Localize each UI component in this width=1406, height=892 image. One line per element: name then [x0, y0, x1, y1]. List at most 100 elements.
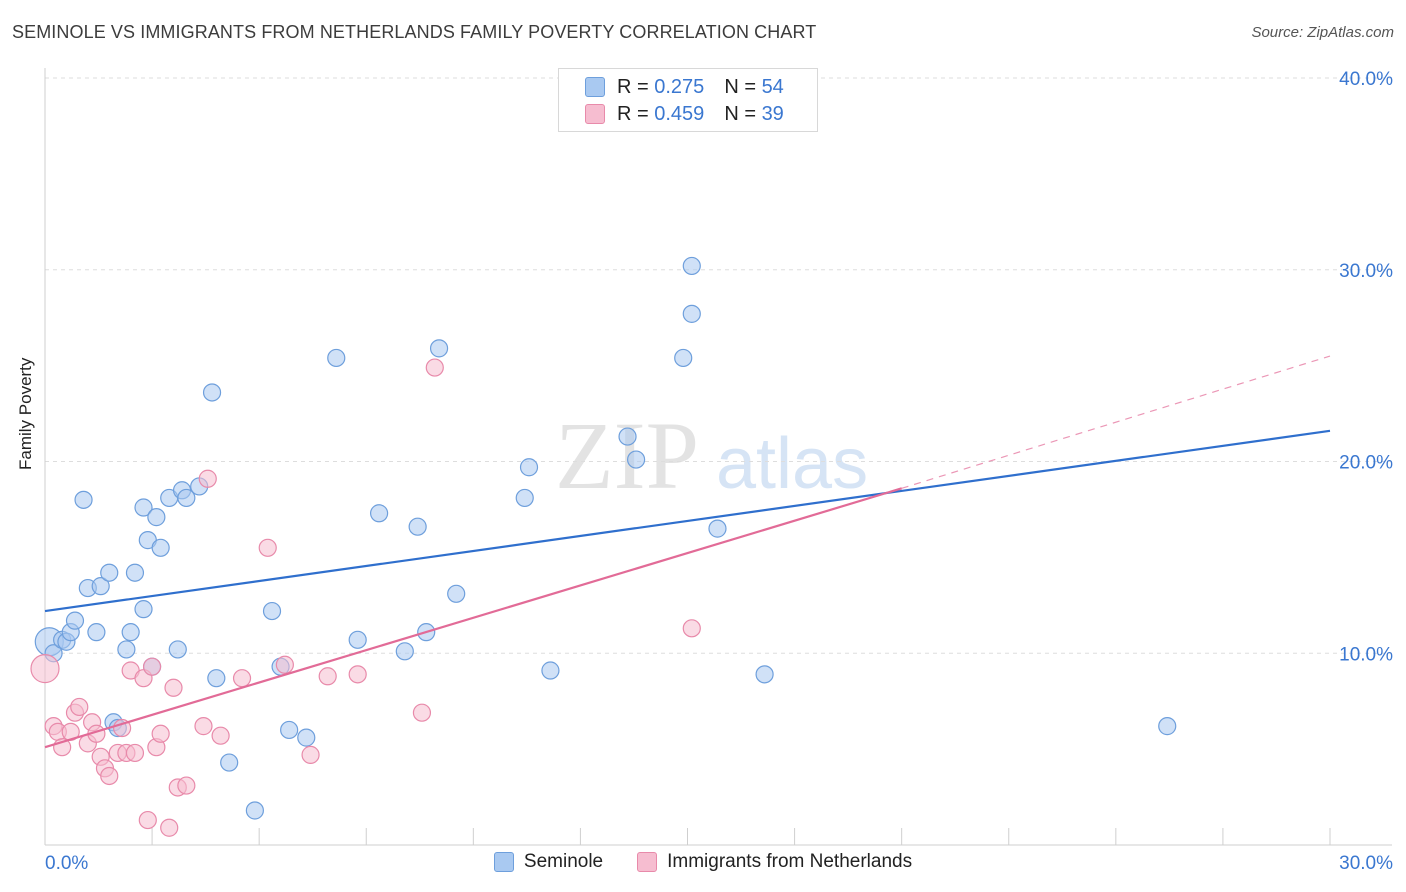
seminole-point — [280, 720, 299, 740]
seminole-point — [134, 498, 153, 517]
seminole-point — [177, 488, 196, 508]
seminole-point — [91, 577, 110, 596]
legend-row-seminole: R = 0.275 N = 54 — [585, 75, 784, 99]
netherlands-point — [125, 743, 145, 763]
seminole-point — [682, 256, 701, 276]
tick-labels: 10.0% 20.0% 30.0% 40.0% 0.0% 30.0% — [45, 69, 1393, 874]
netherlands-point — [160, 818, 179, 837]
source-label: Source: ZipAtlas.com — [1251, 24, 1394, 41]
watermark-atlas: atlas — [716, 424, 868, 504]
netherlands-point — [198, 469, 217, 488]
seminole-point — [262, 601, 282, 621]
stats-legend: R = 0.275 N = 54 R = 0.459 N = 39 — [558, 68, 818, 132]
seminole-point — [117, 640, 136, 659]
seminole-point — [519, 458, 539, 477]
seminole-point — [125, 563, 145, 582]
seminole-point — [220, 753, 239, 772]
r-label: R = — [617, 102, 649, 125]
legend-label-netherlands: Immigrants from Netherlands — [667, 851, 913, 872]
seminole-point — [74, 490, 93, 509]
netherlands-point — [275, 655, 294, 674]
netherlands-point — [112, 718, 132, 738]
seminole-trend-line — [44, 429, 1331, 613]
netherlands-point — [425, 358, 444, 377]
watermark: ZIP atlas — [555, 402, 868, 509]
r-label: R = — [617, 75, 649, 98]
netherlands-point — [138, 810, 157, 830]
seminole-point — [134, 600, 153, 619]
netherlands-point — [70, 697, 89, 717]
seminole-point — [87, 623, 106, 642]
netherlands-point — [100, 766, 119, 786]
seminole-point — [429, 339, 449, 358]
seminole-point — [708, 519, 727, 538]
seminole-point — [348, 630, 367, 649]
legend-label-seminole: Seminole — [523, 851, 604, 872]
data-points — [30, 256, 1177, 837]
seminole-point — [207, 669, 226, 688]
x-tick-label: 30.0% — [1339, 853, 1393, 874]
netherlands-point — [682, 619, 701, 638]
seminole-point — [202, 383, 222, 402]
seminole-point — [121, 623, 140, 642]
seminole-point — [618, 427, 637, 446]
legend-row-netherlands: R = 0.459 N = 39 — [585, 102, 784, 126]
legend-item-netherlands[interactable]: Immigrants from Netherlands — [637, 851, 912, 873]
netherlands-point — [301, 745, 320, 764]
seminole-point — [370, 504, 389, 523]
seminole-point — [515, 488, 534, 508]
trend-lines — [44, 355, 1331, 749]
y-tick-label: 20.0% — [1339, 453, 1393, 474]
seminole-point — [674, 348, 693, 368]
grid-lines — [45, 77, 1392, 654]
r-value-netherlands: 0.459 — [654, 102, 705, 125]
netherlands-point — [194, 717, 213, 736]
n-value-netherlands: 39 — [761, 102, 784, 125]
seminole-swatch — [585, 77, 605, 97]
seminole-point — [147, 508, 166, 527]
netherlands-point — [412, 703, 432, 722]
seminole-point — [408, 517, 427, 536]
seminole-point — [100, 563, 119, 582]
chart-title: SEMINOLE VS IMMIGRANTS FROM NETHERLANDS … — [12, 22, 817, 42]
n-value-seminole: 54 — [761, 75, 784, 98]
seminole-point — [626, 450, 646, 469]
netherlands-point — [232, 669, 252, 688]
n-label: N = — [724, 75, 756, 98]
seminole-point — [682, 304, 701, 323]
netherlands-legend-swatch — [637, 852, 658, 872]
netherlands-point — [30, 653, 60, 684]
watermark-zip: ZIP — [555, 402, 699, 509]
netherlands-point — [211, 726, 230, 745]
seminole-point — [297, 728, 316, 747]
seminole-point — [395, 642, 414, 661]
series-legend: Seminole Immigrants from Netherlands — [0, 851, 1406, 873]
netherlands-point — [258, 538, 277, 557]
netherlands-point — [151, 724, 170, 743]
seminole-point — [65, 611, 85, 630]
x-tick-label: 0.0% — [45, 853, 88, 874]
y-tick-label: 30.0% — [1339, 261, 1393, 282]
netherlands-point — [318, 667, 337, 686]
seminole-point — [327, 348, 346, 368]
y-tick-label: 40.0% — [1339, 69, 1393, 90]
y-tick-label: 10.0% — [1339, 644, 1393, 665]
netherlands-point — [348, 665, 367, 684]
netherlands-swatch — [585, 104, 605, 124]
seminole-point — [1158, 717, 1177, 736]
netherlands-point — [142, 657, 162, 676]
seminole-point — [541, 661, 560, 680]
r-value-seminole: 0.275 — [654, 75, 705, 98]
netherlands-point — [177, 776, 196, 795]
seminole-point — [168, 640, 187, 659]
netherlands-trend-line — [44, 487, 902, 749]
seminole-point — [447, 584, 466, 603]
seminole-point — [151, 538, 170, 557]
axes — [44, 68, 1392, 846]
seminole-legend-swatch — [493, 852, 514, 872]
n-label: N = — [724, 102, 756, 125]
seminole-point — [755, 665, 774, 684]
netherlands-point — [164, 678, 183, 697]
legend-item-seminole[interactable]: Seminole — [493, 851, 604, 873]
